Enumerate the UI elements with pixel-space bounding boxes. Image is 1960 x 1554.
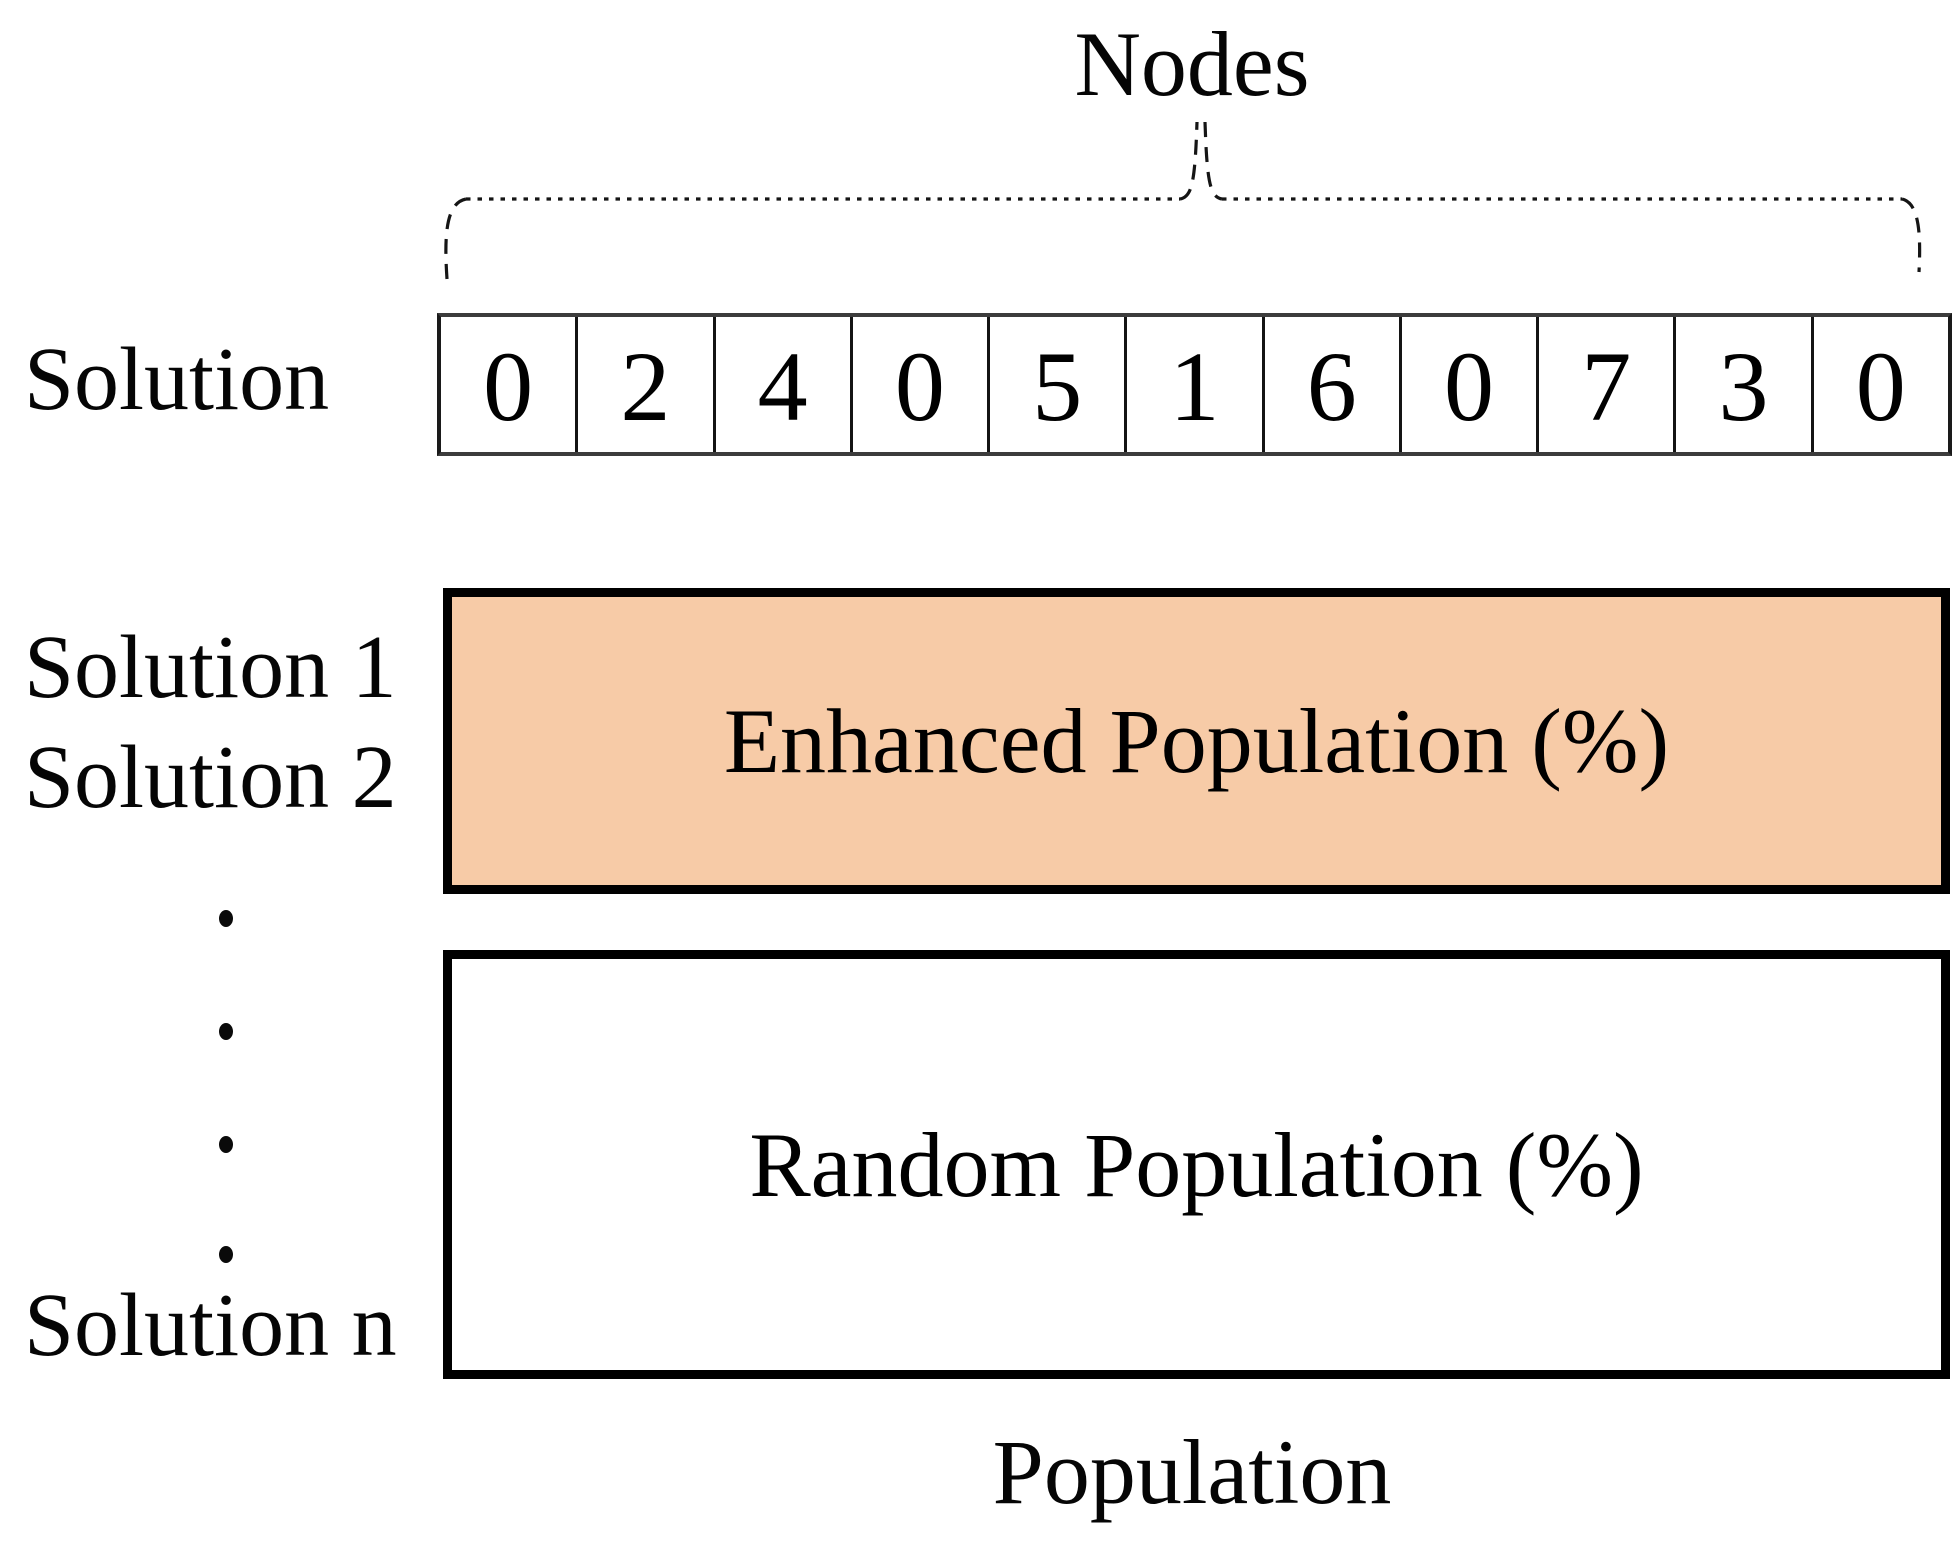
vertical-ellipsis-dot: [219, 1136, 233, 1153]
vertical-ellipsis-dot: [219, 1023, 233, 1040]
random-population-label: Random Population (%): [749, 1113, 1644, 1216]
node-cell: 2: [575, 317, 712, 452]
node-cell: 3: [1673, 317, 1810, 452]
solution-n-label: Solution n: [24, 1276, 397, 1375]
vertical-ellipsis-dot: [219, 1246, 233, 1263]
enhanced-population-box: Enhanced Population (%): [443, 588, 1950, 894]
node-cell: 0: [1398, 317, 1536, 452]
node-cell: 4: [712, 317, 850, 452]
solution-row-label: Solution: [24, 330, 330, 429]
node-cell: 6: [1261, 317, 1399, 452]
solution-node-row: 0 2 4 0 5 1 6 0 7 3 0: [437, 313, 1952, 456]
solution-1-label: Solution 1: [24, 618, 397, 717]
brace-center-peak-right: [1203, 121, 1223, 201]
random-population-box: Random Population (%): [443, 950, 1950, 1379]
node-cell: 0: [1810, 317, 1948, 452]
enhanced-population-label: Enhanced Population (%): [723, 690, 1670, 792]
node-cell: 7: [1536, 317, 1673, 452]
nodes-label: Nodes: [1074, 13, 1310, 115]
solution-2-label: Solution 2: [24, 728, 397, 827]
node-cell: 0: [483, 331, 534, 442]
population-caption: Population: [992, 1421, 1392, 1523]
brace-right-hook: [1901, 197, 1922, 273]
node-cell: 5: [987, 317, 1124, 452]
nodes-brace: [444, 121, 1922, 280]
vertical-ellipsis-dot: [219, 910, 233, 927]
brace-center-peak-left: [1179, 121, 1199, 201]
brace-left-hook: [444, 197, 467, 280]
node-cell: 0: [849, 317, 987, 452]
node-cell: 1: [1124, 317, 1261, 452]
